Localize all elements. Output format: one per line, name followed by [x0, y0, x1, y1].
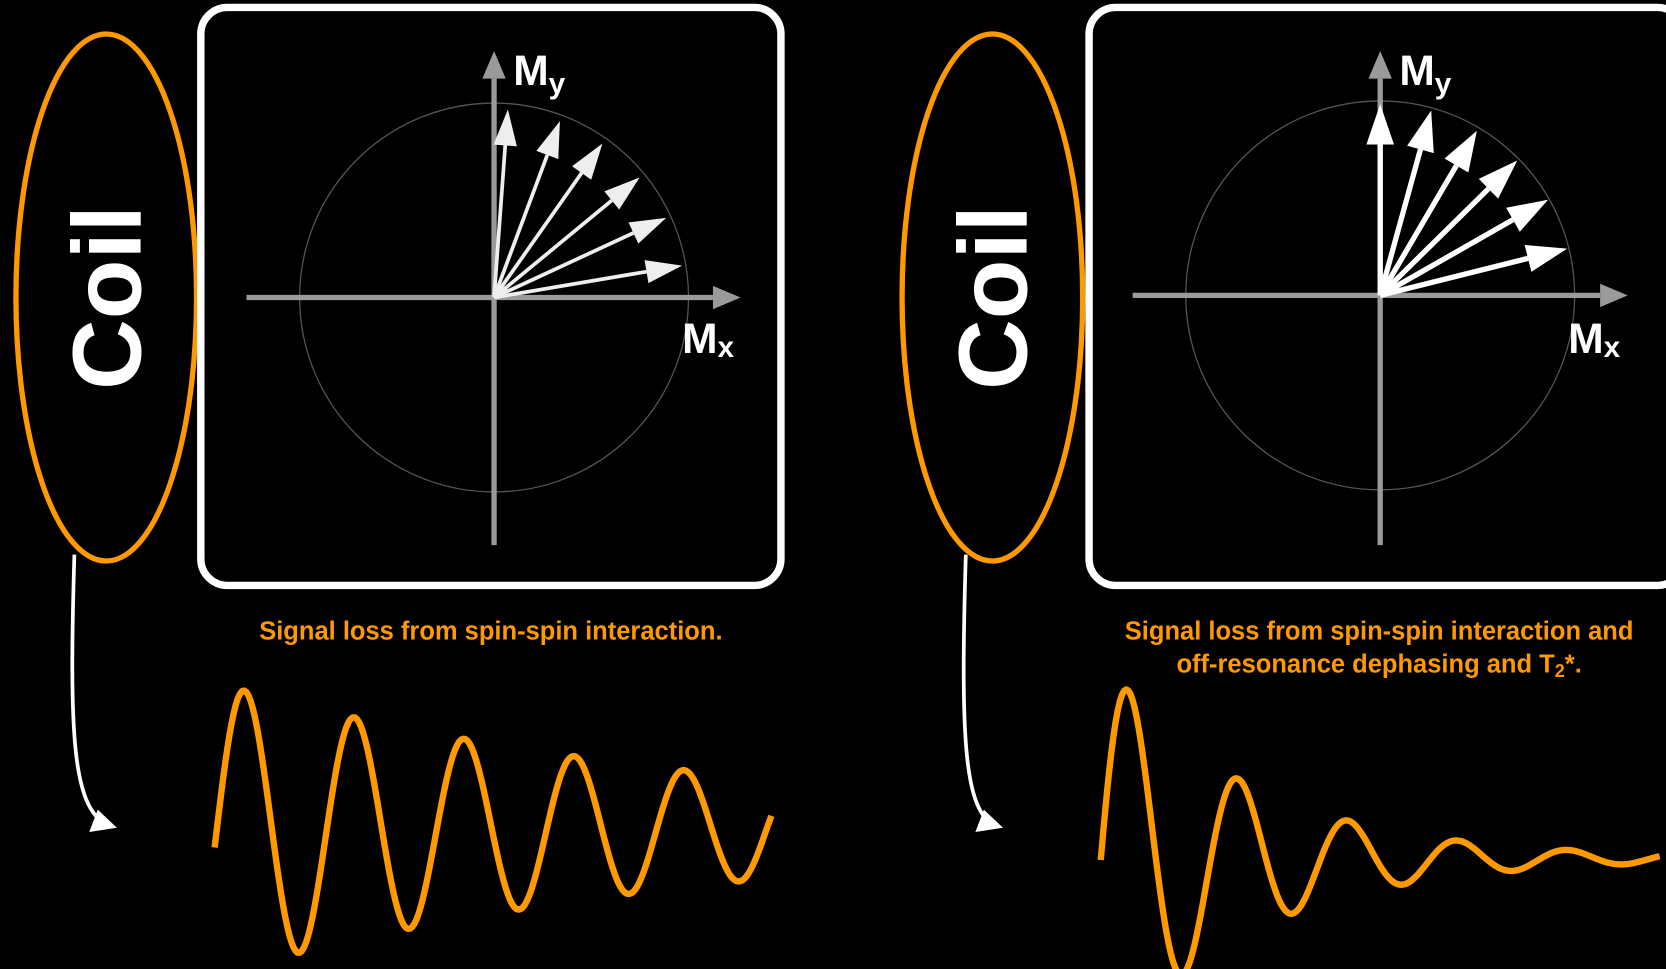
spin-vector-head — [536, 121, 560, 160]
y-axis-head — [482, 51, 506, 79]
signal-path-head — [89, 809, 117, 832]
caption: off-resonance dephasing and T2*. — [1176, 651, 1581, 681]
caption: Signal loss from spin-spin interaction. — [259, 618, 722, 646]
spin-vector-head — [1524, 245, 1568, 272]
signal-wave — [211, 687, 775, 956]
panel: Coil My Mx Signal loss from spin-spin in… — [899, 3, 1666, 681]
spin-vector-head — [1444, 130, 1477, 173]
x-axis-label: Mx — [1568, 316, 1620, 364]
spin-vector-head — [628, 217, 667, 244]
spin-vector — [492, 171, 584, 299]
coil-label: Coil — [938, 205, 1047, 390]
spin-vector-head — [572, 143, 603, 180]
spin-vector-head — [1506, 199, 1549, 232]
signal-path — [70, 554, 108, 827]
spin-vector-head — [1407, 110, 1434, 154]
panel: Coil My Mx Signal loss from spin-spin in… — [13, 3, 785, 646]
coil-ellipse — [899, 31, 1086, 564]
spin-vector-head — [604, 177, 640, 210]
signal-wave — [1097, 686, 1661, 969]
spin-vector-head — [644, 260, 683, 284]
plot-box — [1085, 3, 1666, 590]
spin-vector-head — [1366, 104, 1394, 145]
spin-vector — [493, 269, 647, 300]
y-axis-label: My — [1399, 48, 1451, 101]
spin-vector — [1378, 186, 1491, 298]
x-axis-label: Mx — [682, 316, 734, 364]
coil-ellipse — [13, 31, 200, 564]
plot-box — [197, 3, 785, 590]
spin-vector-head — [1478, 160, 1518, 199]
spin-vector — [1377, 164, 1459, 297]
spin-vector — [492, 154, 550, 299]
spin-vector — [1378, 217, 1515, 298]
coil-label: Coil — [52, 205, 161, 390]
caption: Signal loss from spin-spin interaction a… — [1125, 618, 1634, 646]
x-axis-head — [1600, 283, 1628, 308]
signal-path-head — [975, 809, 1003, 832]
spin-vector — [493, 231, 635, 300]
x-axis-head — [712, 285, 741, 310]
spin-vector — [1377, 148, 1424, 297]
spin-vector — [1379, 255, 1529, 298]
y-axis-label: My — [513, 48, 565, 101]
y-axis-head — [1368, 51, 1392, 79]
spin-vector — [492, 198, 613, 299]
spin-vector-head — [493, 109, 517, 147]
spin-vector — [492, 145, 508, 298]
